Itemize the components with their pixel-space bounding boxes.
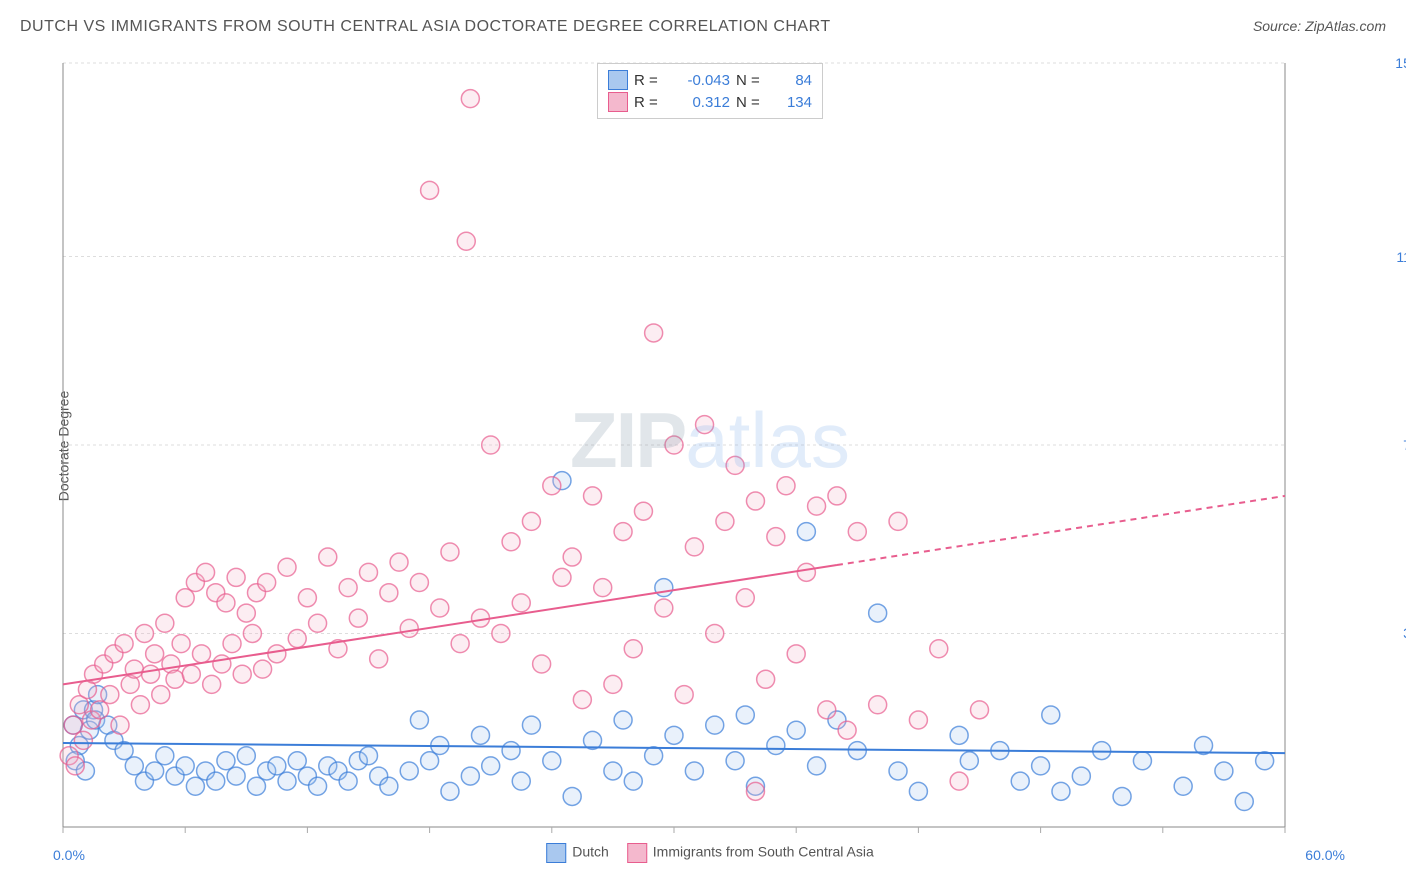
legend-label-immigrants: Immigrants from South Central Asia: [653, 844, 874, 860]
stats-n-dutch: 84: [772, 72, 812, 89]
stats-swatch-immigrants: [608, 92, 628, 112]
stats-r-label: R =: [634, 72, 664, 89]
legend-swatch-immigrants: [627, 843, 647, 863]
y-tick-label: 11.2%: [1396, 249, 1406, 265]
x-tick-label: 60.0%: [1305, 847, 1345, 863]
stats-r-immigrants: 0.312: [670, 94, 730, 111]
x-tick-label: 0.0%: [53, 847, 85, 863]
stats-n-label: N =: [736, 72, 766, 89]
chart-title: DUTCH VS IMMIGRANTS FROM SOUTH CENTRAL A…: [20, 18, 831, 36]
stats-swatch-dutch: [608, 70, 628, 90]
source-attribution: Source: ZipAtlas.com: [1253, 18, 1386, 34]
legend-item-immigrants: Immigrants from South Central Asia: [627, 843, 874, 863]
stats-r-label-2: R =: [634, 94, 664, 111]
legend: Dutch Immigrants from South Central Asia: [546, 843, 874, 863]
stats-box: R = -0.043 N = 84 R = 0.312 N = 134: [597, 63, 823, 119]
plot-area: ZIPatlas R = -0.043 N = 84 R = 0.312 N =…: [55, 55, 1365, 835]
stats-n-immigrants: 134: [772, 94, 812, 111]
stats-r-dutch: -0.043: [670, 72, 730, 89]
legend-item-dutch: Dutch: [546, 843, 609, 863]
scatter-chart: [55, 55, 1365, 835]
stats-n-label-2: N =: [736, 94, 766, 111]
y-tick-label: 15.0%: [1395, 55, 1406, 71]
legend-swatch-dutch: [546, 843, 566, 863]
legend-label-dutch: Dutch: [572, 844, 609, 860]
